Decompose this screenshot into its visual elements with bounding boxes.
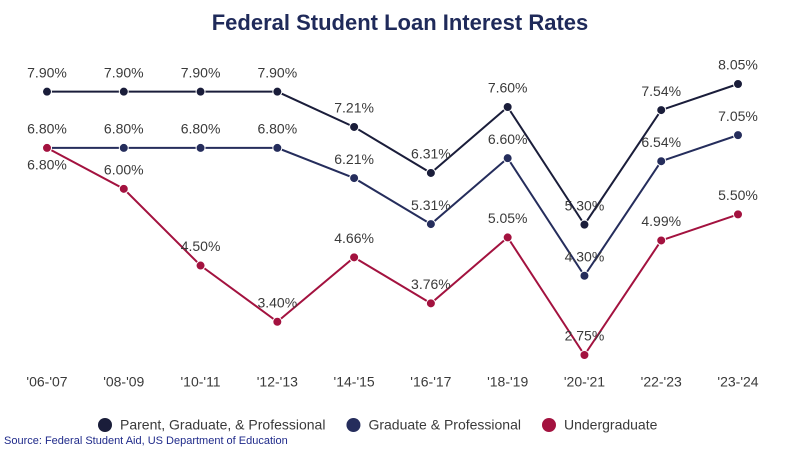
value-label: 4.50%	[181, 238, 221, 254]
source-note: Source: Federal Student Aid, US Departme…	[4, 435, 288, 447]
value-label: 6.80%	[257, 121, 297, 137]
data-point	[579, 270, 590, 281]
value-label: 6.00%	[104, 162, 144, 178]
data-point	[349, 121, 360, 132]
data-point	[272, 316, 283, 327]
data-point	[118, 86, 129, 97]
legend-marker	[346, 418, 361, 432]
data-point	[425, 298, 436, 309]
data-point	[118, 183, 129, 194]
x-tick-label: '16-'17	[410, 374, 451, 390]
series-line	[46, 147, 739, 357]
data-point	[502, 102, 513, 113]
x-tick-label: '18-'19	[487, 374, 528, 390]
data-point	[425, 167, 436, 178]
series-line	[47, 83, 739, 227]
legend-marker	[541, 418, 556, 432]
value-label: 2.75%	[565, 328, 605, 344]
data-point	[733, 130, 743, 141]
value-label: 4.66%	[334, 230, 374, 246]
value-label: 7.90%	[104, 64, 144, 80]
value-label: 6.31%	[411, 146, 451, 162]
value-label: 5.05%	[488, 210, 528, 226]
x-tick-label: '22-'23	[641, 374, 682, 390]
data-point	[502, 232, 513, 243]
value-label: 5.30%	[565, 197, 605, 213]
data-point	[349, 252, 360, 263]
x-tick-label: '23-'24	[717, 374, 758, 390]
x-tick-label: '20-'21	[564, 374, 605, 390]
data-point	[349, 173, 360, 184]
data-point	[502, 153, 513, 164]
data-point	[118, 142, 129, 153]
value-label: 8.05%	[718, 57, 758, 73]
value-label: 4.99%	[641, 213, 681, 229]
data-point	[733, 79, 743, 89]
value-label: 6.54%	[641, 134, 681, 150]
x-tick-label: '14-'15	[334, 374, 375, 390]
value-label: 7.21%	[334, 100, 374, 116]
value-label: 3.76%	[411, 276, 451, 292]
x-tick-label: '12-'13	[257, 374, 298, 390]
value-label: 6.80%	[104, 121, 144, 137]
value-label: 6.80%	[27, 157, 67, 173]
data-point	[42, 86, 52, 97]
data-point	[272, 86, 283, 97]
value-label: 6.80%	[181, 121, 221, 137]
value-label: 6.60%	[488, 131, 528, 147]
value-label: 6.21%	[334, 151, 374, 167]
data-point	[195, 142, 206, 153]
legend-label: Undergraduate	[564, 417, 658, 433]
value-label: 7.90%	[27, 64, 67, 80]
legend-marker	[98, 418, 112, 432]
data-point	[272, 142, 283, 153]
x-tick-label: '06-'07	[26, 374, 67, 390]
value-label: 7.05%	[718, 108, 758, 124]
data-point	[42, 142, 52, 153]
value-label: 5.50%	[718, 187, 758, 203]
data-point	[579, 219, 590, 230]
value-label: 7.90%	[257, 64, 297, 80]
data-point	[733, 209, 743, 220]
series-line	[47, 134, 739, 278]
data-point	[425, 219, 436, 230]
data-point	[195, 86, 206, 97]
value-label: 7.90%	[181, 64, 221, 80]
legend-label: Graduate & Professional	[368, 417, 521, 433]
value-label: 4.30%	[565, 248, 605, 264]
value-label: 3.40%	[257, 294, 297, 310]
x-tick-label: '10-'11	[180, 374, 220, 390]
data-point	[195, 260, 206, 271]
legend-label: Parent, Graduate, & Professional	[120, 417, 325, 433]
value-label: 7.60%	[488, 80, 528, 96]
chart-title: Federal Student Loan Interest Rates	[212, 10, 589, 35]
value-label: 7.54%	[641, 83, 681, 99]
data-point	[656, 105, 667, 116]
value-label: 6.80%	[27, 121, 67, 137]
data-point	[656, 235, 667, 246]
data-point	[579, 350, 590, 360]
value-label: 5.31%	[411, 197, 451, 213]
x-tick-label: '08-'09	[103, 374, 144, 390]
data-point	[656, 156, 667, 167]
